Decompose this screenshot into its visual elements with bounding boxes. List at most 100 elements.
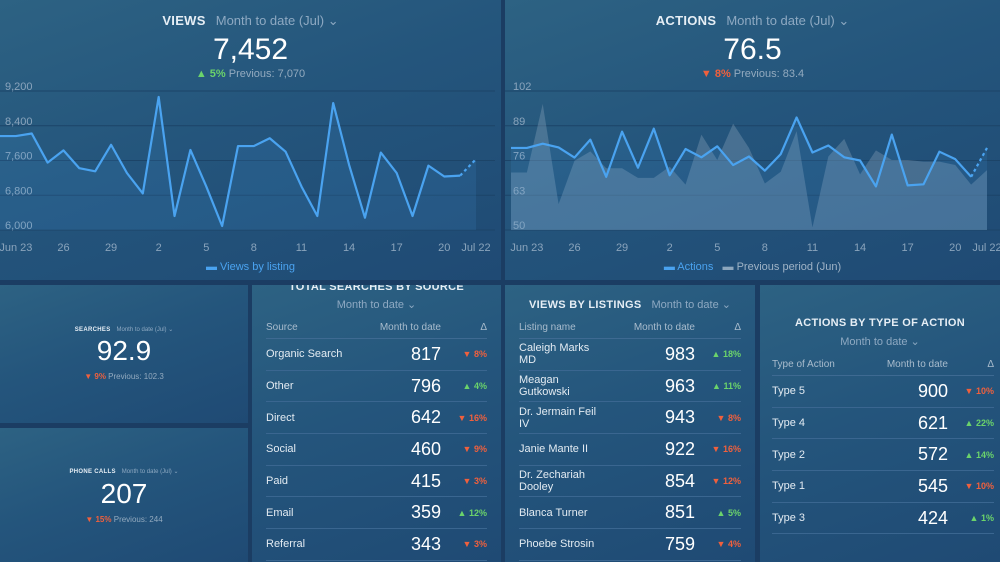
- triangle-down-icon: ▼: [716, 539, 726, 550]
- y-tick-label: 63: [513, 185, 525, 197]
- row-delta: ▼ 9%: [441, 444, 487, 454]
- table-row[interactable]: Social 460 ▼ 9%: [266, 434, 487, 466]
- column-header[interactable]: Δ: [480, 322, 487, 333]
- table-row[interactable]: Phoebe Strosin 759 ▼ 4%: [519, 529, 741, 561]
- x-tick-label: 8: [762, 242, 768, 254]
- table-row[interactable]: Meagan Gutkowski 963 ▲ 11%: [519, 371, 741, 403]
- x-tick-label: 5: [714, 242, 720, 254]
- row-value: 359: [410, 502, 441, 523]
- views-previous: Previous: 7,070: [228, 68, 306, 80]
- column-header[interactable]: Source: [266, 322, 298, 333]
- table-header: Source Month to date Δ: [266, 317, 487, 339]
- triangle-down-icon: ▼: [964, 386, 974, 397]
- actions-period-dropdown[interactable]: Month to date (Jul) ⌄: [726, 13, 849, 28]
- actions-comparison: ▼ 8% Previous: 83.4: [505, 68, 1000, 80]
- column-header[interactable]: Type of Action: [772, 359, 835, 370]
- table-row[interactable]: Type 3 424 ▲ 1%: [772, 503, 994, 535]
- table-row[interactable]: Type 4 621 ▲ 22%: [772, 408, 994, 440]
- row-label: Caleigh Marks MD: [519, 342, 590, 367]
- series-line-projection: [459, 158, 477, 177]
- row-delta: ▼ 16%: [441, 413, 487, 423]
- legend-swatch-icon: ▬: [205, 261, 217, 273]
- column-header[interactable]: Listing name: [519, 322, 576, 333]
- previous-period-area: [511, 103, 987, 230]
- by-action-table: Type of Action Month to date Δ Type 5 900 ▼ 1…: [772, 354, 994, 535]
- row-delta: ▼ 4%: [695, 539, 741, 549]
- row-delta: ▼ 3%: [441, 476, 487, 486]
- row-delta-value: 3%: [473, 476, 487, 487]
- table-row[interactable]: Referral 343 ▼ 3%: [266, 529, 487, 561]
- row-value: 851: [664, 502, 695, 523]
- table-row[interactable]: Caleigh Marks MD 983 ▲ 18%: [519, 339, 741, 371]
- by-listing-table: Listing name Month to date Δ Caleigh Marks …: [519, 317, 741, 561]
- table-row[interactable]: Janie Mante II 922 ▼ 16%: [519, 434, 741, 466]
- column-header[interactable]: Month to date: [379, 322, 441, 333]
- actions-title: ACTIONS: [655, 13, 717, 28]
- legend-swatch-icon: ▬: [663, 261, 675, 273]
- y-tick-label: 50: [513, 220, 525, 232]
- table-row[interactable]: Type 2 572 ▲ 14%: [772, 439, 994, 472]
- row-value: 983: [664, 343, 695, 364]
- series-line: [511, 116, 972, 188]
- by-listing-period-label: Month to date: [651, 299, 719, 311]
- by-source-period-dropdown[interactable]: Month to date ⌄: [336, 299, 417, 311]
- searches-by-source-widget: TOTAL SEARCHES BY SOURCE Month to date ⌄…: [252, 285, 501, 562]
- column-header[interactable]: Δ: [987, 359, 994, 370]
- x-tick-label: 14: [854, 242, 866, 254]
- legend-views[interactable]: Views by listing: [220, 261, 296, 273]
- x-tick-label: 14: [343, 242, 355, 254]
- table-row[interactable]: Email 359 ▲ 12%: [266, 497, 487, 530]
- row-delta-value: 8%: [473, 349, 487, 360]
- row-delta-value: 8%: [727, 412, 741, 423]
- x-tick-label: 11: [296, 242, 307, 254]
- y-tick-label: 7,600: [5, 151, 33, 163]
- column-header[interactable]: Month to date: [886, 359, 948, 370]
- row-delta: ▲ 11%: [695, 381, 741, 391]
- x-tick-label: 20: [438, 242, 450, 254]
- table-row[interactable]: Type 1 545 ▼ 10%: [772, 471, 994, 503]
- triangle-down-icon: ▼: [462, 444, 472, 455]
- x-tick-label: 29: [616, 242, 628, 254]
- searches-period-dropdown[interactable]: Month to date (Jul) ⌄: [116, 327, 174, 333]
- row-label: Paid: [266, 475, 289, 488]
- legend-previous[interactable]: Previous period (Jun): [736, 261, 842, 273]
- row-delta: ▼ 8%: [441, 349, 487, 359]
- x-tick-label: 2: [156, 242, 162, 254]
- series-area: [0, 96, 476, 230]
- phone-calls-period-dropdown[interactable]: Month to date (Jul) ⌄: [121, 469, 179, 475]
- row-label: Dr. Zechariah Dooley: [519, 469, 586, 494]
- table-row[interactable]: Other 796 ▲ 4%: [266, 371, 487, 403]
- table-row[interactable]: Dr. Jermain Feil IV 943 ▼ 8%: [519, 402, 741, 435]
- row-delta-value: 5%: [727, 507, 741, 518]
- row-value: 545: [917, 475, 948, 496]
- row-delta: ▼ 8%: [695, 413, 741, 423]
- table-row[interactable]: Organic Search 817 ▼ 8%: [266, 339, 487, 371]
- by-action-period-dropdown[interactable]: Month to date ⌄: [840, 336, 920, 348]
- x-tick-label: 26: [568, 242, 580, 254]
- views-period-dropdown[interactable]: Month to date (Jul) ⌄: [216, 13, 339, 28]
- table-row[interactable]: Dr. Zechariah Dooley 854 ▼ 12%: [519, 466, 741, 498]
- legend-actions[interactable]: Actions: [677, 261, 714, 273]
- table-row[interactable]: Blanca Turner 851 ▲ 5%: [519, 497, 741, 530]
- column-header[interactable]: Δ: [734, 322, 741, 333]
- row-label: Referral: [266, 538, 306, 551]
- row-label: Type 4: [772, 417, 806, 430]
- actions-change: 8%: [714, 68, 731, 80]
- x-tick-label: 17: [902, 242, 914, 254]
- table-row[interactable]: Paid 415 ▼ 3%: [266, 466, 487, 498]
- triangle-up-icon: ▲: [712, 381, 721, 392]
- triangle-up-icon: ▲: [457, 507, 467, 518]
- table-row[interactable]: Direct 642 ▼ 16%: [266, 402, 487, 435]
- phone-calls-previous: Previous: 244: [113, 515, 163, 524]
- table-row[interactable]: Type 5 900 ▼ 10%: [772, 376, 994, 408]
- column-header[interactable]: Month to date: [633, 322, 695, 333]
- by-listing-title: VIEWS BY LISTINGS: [528, 299, 642, 311]
- row-label: Blanca Turner: [519, 506, 588, 519]
- row-delta-value: 18%: [722, 349, 741, 360]
- row-value: 796: [410, 375, 441, 396]
- by-listing-period-dropdown[interactable]: Month to date ⌄: [651, 299, 732, 311]
- y-tick-label: 102: [513, 81, 531, 93]
- row-label: Janie Mante II: [519, 443, 589, 456]
- triangle-down-icon: ▼: [462, 476, 472, 487]
- phone-calls-change: 15%: [95, 515, 112, 524]
